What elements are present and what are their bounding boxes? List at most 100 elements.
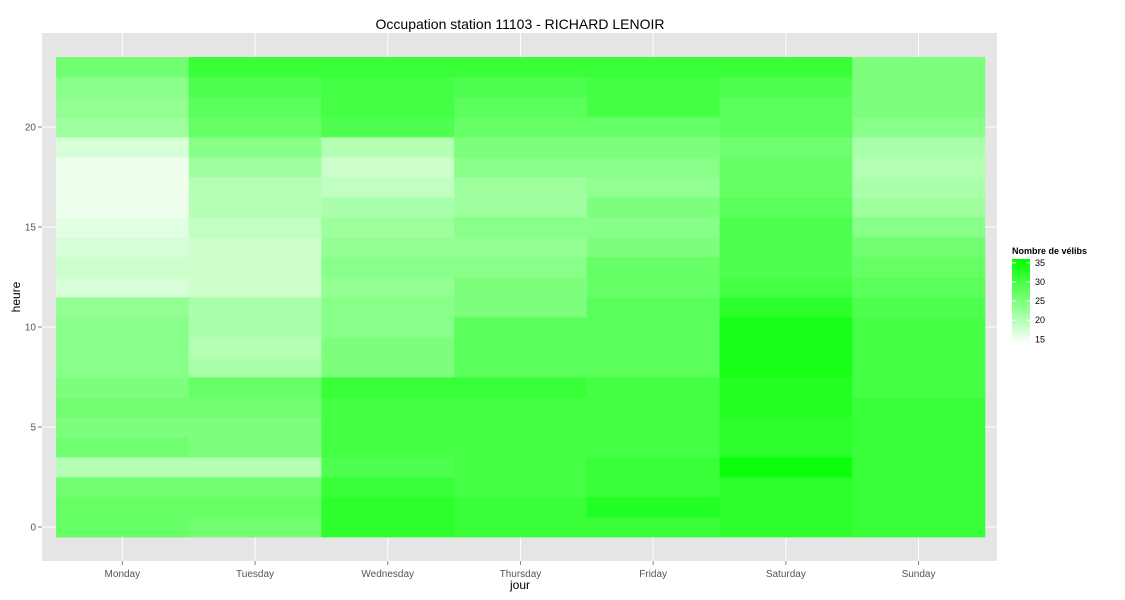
heatmap-tile (719, 157, 853, 178)
heatmap-tile (188, 217, 322, 238)
heatmap-tile (454, 157, 588, 178)
heatmap-tile (586, 337, 720, 358)
heatmap-tile (321, 297, 455, 318)
heatmap-tile (586, 117, 720, 138)
heatmap-tile (852, 517, 986, 538)
heatmap-tile (321, 477, 455, 498)
chart-title: Occupation station 11103 - RICHARD LENOI… (376, 16, 665, 32)
heatmap-tile (56, 497, 190, 518)
heatmap-tile (188, 377, 322, 398)
heatmap-tile (454, 97, 588, 118)
heatmap-tile (321, 337, 455, 358)
heatmap-tile (188, 77, 322, 98)
heatmap-tile (454, 177, 588, 198)
heatmap-tile (852, 297, 986, 318)
heatmap-tile (586, 457, 720, 478)
heatmap-tile (852, 497, 986, 518)
heatmap-tile (188, 157, 322, 178)
heatmap-tile (188, 357, 322, 378)
heatmap-tile (586, 237, 720, 258)
heatmap-tile (321, 497, 455, 518)
heatmap-tile (188, 297, 322, 318)
heatmap-tile (188, 497, 322, 518)
heatmap-tile (321, 257, 455, 278)
heatmap-tile (454, 417, 588, 438)
legend-title: Nombre de vélibs (1012, 246, 1087, 256)
x-tick-label: Saturday (766, 569, 806, 580)
heatmap-tile (56, 397, 190, 418)
heatmap-tile (852, 197, 986, 218)
heatmap-tile (321, 197, 455, 218)
legend-label: 15 (1035, 334, 1045, 344)
heatmap-tile (586, 57, 720, 78)
heatmap-tile (56, 137, 190, 158)
heatmap-tile (852, 457, 986, 478)
heatmap-tile (586, 437, 720, 458)
heatmap-tile (321, 417, 455, 438)
heatmap-tile (56, 117, 190, 138)
heatmap-tile (454, 217, 588, 238)
heatmap-tile (586, 197, 720, 218)
heatmap-tile (321, 97, 455, 118)
heatmap-tile (321, 377, 455, 398)
legend-ticks: 35 30 25 20 15 (1012, 258, 1045, 344)
heatmap-tile (586, 277, 720, 298)
heatmap-tile (321, 117, 455, 138)
heatmap-tile (188, 97, 322, 118)
heatmap-tile (719, 317, 853, 338)
heatmap-tile (454, 257, 588, 278)
heatmap-tile (719, 237, 853, 258)
heatmap-tile (719, 77, 853, 98)
heatmap-tile (321, 437, 455, 458)
heatmap-tile (188, 397, 322, 418)
heatmap-tile (321, 277, 455, 298)
heatmap-tile (719, 457, 853, 478)
heatmap-tile (321, 357, 455, 378)
heatmap-tile (852, 317, 986, 338)
heatmap-tile (719, 477, 853, 498)
heatmap-tile (586, 217, 720, 238)
heatmap-tile (321, 457, 455, 478)
y-tick-label: 5 (30, 423, 36, 434)
heatmap-tile (56, 197, 190, 218)
heatmap-tile (56, 357, 190, 378)
heatmap-tile (852, 277, 986, 298)
heatmap-tile (719, 177, 853, 198)
heatmap-tile (719, 57, 853, 78)
heatmap-tile (56, 317, 190, 338)
heatmap-tile (852, 157, 986, 178)
legend-colorbar (1012, 259, 1030, 345)
heatmap-tile (56, 77, 190, 98)
y-tick-label: 20 (25, 123, 37, 134)
heatmap-tile (188, 237, 322, 258)
heatmap-tile (321, 517, 455, 538)
heatmap-tile (852, 237, 986, 258)
heatmap-tile (586, 257, 720, 278)
heatmap-tile (454, 497, 588, 518)
heatmap-tile (719, 297, 853, 318)
y-axis-title: heure (9, 281, 23, 312)
heatmap-tile (56, 97, 190, 118)
heatmap-tile (852, 57, 986, 78)
legend-label: 20 (1035, 315, 1045, 325)
heatmap-tile (852, 137, 986, 158)
heatmap-tile (852, 357, 986, 378)
heatmap-tile (321, 317, 455, 338)
x-tick-label: Tuesday (236, 569, 274, 580)
heatmap-tile (188, 437, 322, 458)
heatmap-tile (188, 137, 322, 158)
heatmap-tile (56, 297, 190, 318)
heatmap-tile (586, 177, 720, 198)
heatmap-tile (719, 337, 853, 358)
heatmap-tile (852, 177, 986, 198)
heatmap-tile (188, 117, 322, 138)
heatmap-tile (56, 237, 190, 258)
heatmap-tile (454, 277, 588, 298)
axes: Monday Tuesday Wednesday Thursday Friday Satu… (25, 123, 936, 581)
heatmap-tile (56, 417, 190, 438)
heatmap-tile (586, 77, 720, 98)
heatmap-tile (188, 197, 322, 218)
heatmap-tile (454, 297, 588, 318)
